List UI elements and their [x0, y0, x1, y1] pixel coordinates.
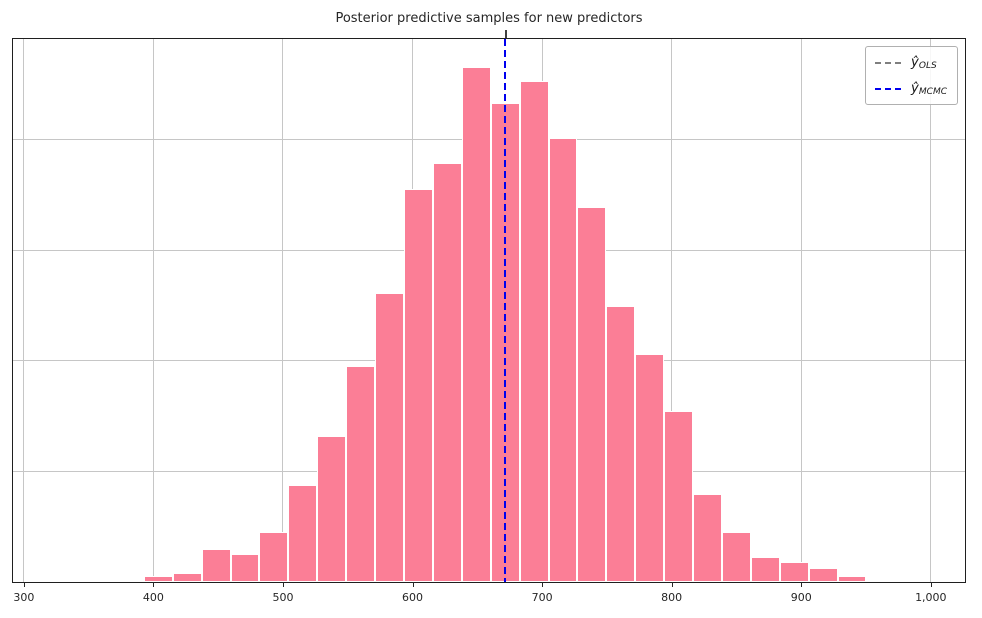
y-hat-symbol: ŷ — [910, 54, 919, 70]
histogram-bar — [837, 576, 867, 582]
histogram-bar — [693, 493, 722, 582]
legend-subscript-ols: OLS — [918, 61, 937, 71]
legend-item-mcmc: ŷMCMC — [874, 80, 947, 97]
x-axis-tick-label: 700 — [531, 591, 553, 604]
histogram-bar — [461, 66, 491, 582]
y-hat-mcmc-vline — [504, 39, 507, 582]
legend: ŷOLS ŷMCMC — [864, 46, 958, 105]
y-hat-symbol: ŷ — [910, 80, 919, 96]
histogram-bar — [808, 567, 838, 582]
histogram-bar — [519, 80, 549, 582]
x-axis-tick — [671, 582, 673, 587]
x-axis-tick — [542, 582, 544, 587]
x-axis-tick — [412, 582, 414, 587]
histogram-bar — [317, 436, 347, 582]
gridline-vertical — [282, 39, 284, 582]
gridline-vertical — [800, 39, 802, 582]
histogram-bar — [779, 562, 809, 582]
legend-label-mcmc: ŷMCMC — [911, 80, 947, 97]
legend-label-ols: ŷOLS — [911, 54, 937, 71]
gridline-vertical — [152, 39, 154, 582]
histogram-bar — [259, 532, 289, 582]
histogram-bar — [172, 573, 202, 582]
plot-area: ŷOLS ŷMCMC — [12, 38, 966, 583]
gridline-vertical — [930, 39, 932, 582]
x-axis-tick — [801, 582, 803, 587]
ols-dashed-line-swatch — [874, 61, 902, 64]
x-axis-tick — [930, 582, 932, 587]
gridline-vertical — [671, 39, 673, 582]
histogram-bar — [404, 189, 433, 582]
x-axis-tick-label: 400 — [142, 591, 164, 604]
histogram-bar — [288, 484, 318, 582]
histogram-bar — [606, 306, 636, 582]
histogram-bar — [577, 206, 607, 582]
histogram-bar — [721, 532, 751, 582]
histogram-bar — [432, 162, 462, 582]
histogram-bar — [346, 365, 376, 582]
x-axis-tick — [23, 582, 25, 587]
histogram-bar — [866, 579, 896, 582]
x-axis-tick-label: 300 — [13, 591, 35, 604]
x-axis-tick-label: 900 — [790, 591, 812, 604]
histogram-bar — [230, 554, 260, 582]
vline-overflow-mark — [504, 30, 507, 38]
x-axis-tick — [153, 582, 155, 587]
x-axis-tick-label: 500 — [272, 591, 294, 604]
histogram-bar — [201, 548, 231, 582]
mcmc-dashed-line-swatch — [874, 87, 902, 90]
histogram-bar — [548, 138, 578, 582]
legend-item-ols: ŷOLS — [874, 54, 947, 71]
histogram-bar — [750, 556, 780, 582]
histogram-bar — [635, 353, 665, 582]
chart-title: Posterior predictive samples for new pre… — [335, 11, 643, 26]
histogram-bar — [143, 576, 173, 582]
histogram-bar — [375, 292, 404, 582]
histogram-bar — [895, 579, 925, 582]
histogram-bar — [664, 410, 694, 582]
legend-subscript-mcmc: MCMC — [918, 87, 947, 97]
x-axis-tick-label: 800 — [661, 591, 683, 604]
x-axis-tick-label: 1,000 — [915, 591, 947, 604]
x-axis-tick-label: 600 — [402, 591, 424, 604]
x-axis-tick — [282, 582, 284, 587]
gridline-vertical — [23, 39, 25, 582]
